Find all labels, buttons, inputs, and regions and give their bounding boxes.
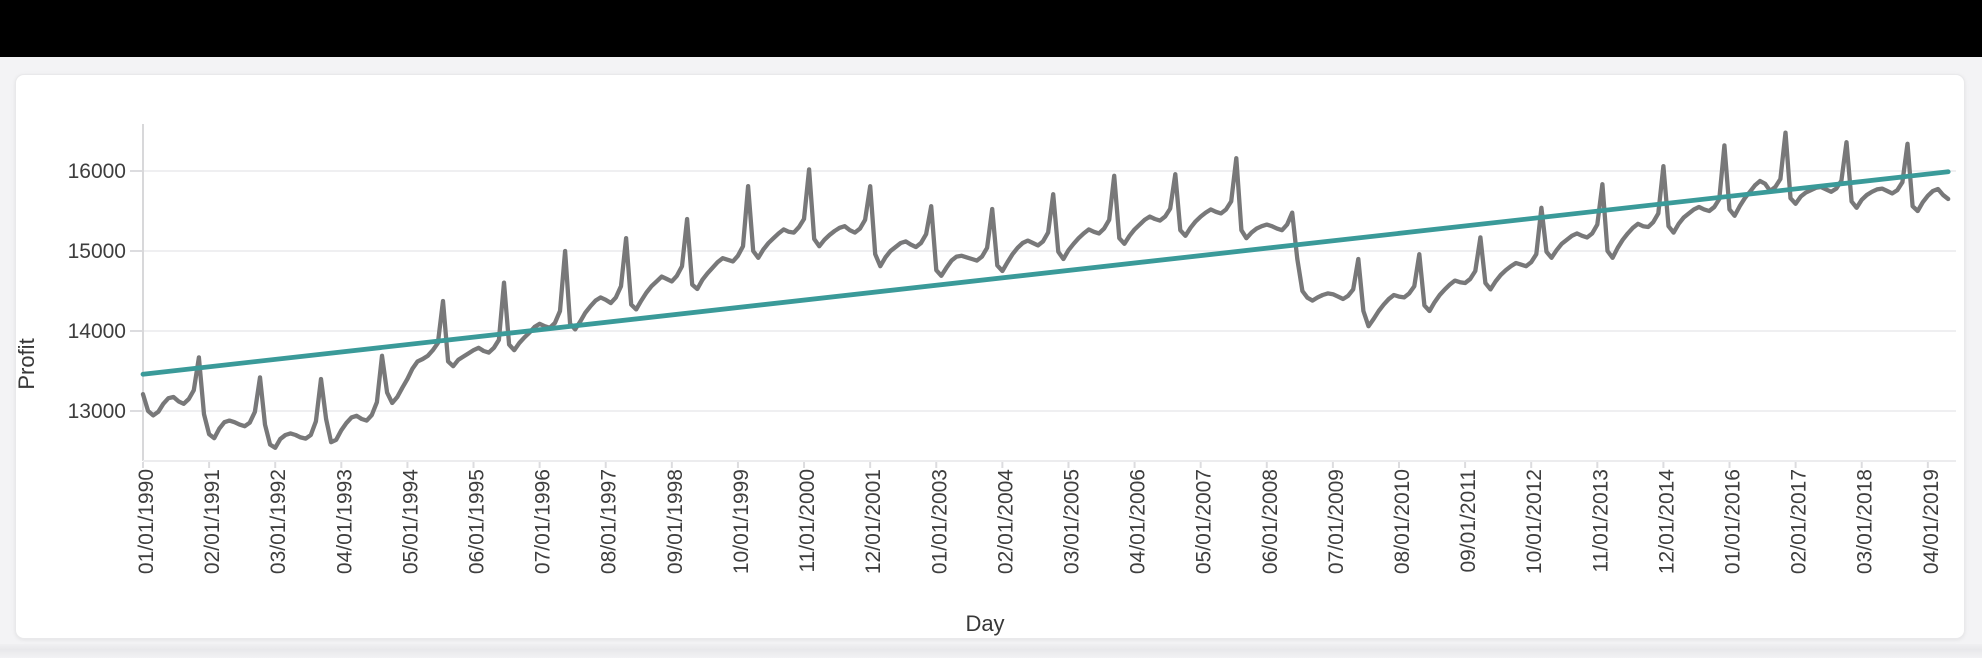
x-tick-label: 11/01/2000 [796,469,819,573]
profit-line [140,130,1951,450]
y-tick-label: 16000 [68,160,126,183]
x-tick-label: 10/01/1999 [730,469,753,574]
y-tick-label: 14000 [68,320,126,343]
x-tick-label: 04/01/2006 [1127,469,1150,574]
x-tick-label: 11/01/2013 [1589,469,1612,573]
x-tick-labels-group: 01/01/1990 02/01/1991 03/01/1992 04/01/1993… [135,462,1943,574]
x-tick-label: 08/01/2010 [1391,469,1414,574]
x-tick-label: 09/01/2011 [1457,469,1480,573]
x-tick-label: 07/01/1996 [532,469,555,574]
top-black-bar [0,0,1982,57]
x-tick-label: 03/01/2005 [1060,469,1083,574]
x-tick-label: 02/01/1991 [201,469,224,574]
x-tick-label: 07/01/2009 [1325,469,1348,574]
x-tick-label: 12/01/2001 [862,469,885,574]
x-tick-label: 02/01/2017 [1788,469,1811,574]
trend-line [140,169,1951,377]
x-tick-label: 05/01/2007 [1193,469,1216,574]
x-tick-label: 05/01/1994 [399,469,422,574]
x-tick-label: 03/01/2018 [1854,469,1877,574]
x-tick-label: 01/01/2016 [1722,469,1745,574]
x-tick-label: 01/01/1990 [135,469,158,574]
x-tick-label: 02/01/2004 [994,469,1017,574]
series-group [140,130,1951,450]
x-tick-label: 09/01/1998 [664,469,687,574]
x-tick-label: 04/01/2019 [1920,469,1943,574]
x-tick-label: 06/01/1995 [466,469,489,574]
y-axis-title: Profit [16,338,39,389]
x-tick-label: 06/01/2008 [1259,469,1282,574]
y-tick-label: 13000 [68,400,126,423]
x-axis-title: Day [965,611,1004,636]
chart-card: 16000 15000 14000 13000 01/01/1990 02/01/199… [15,74,1965,639]
x-tick-label: 04/01/1993 [333,469,356,574]
x-tick-label: 01/01/2003 [928,469,951,574]
bottom-page-strip [0,644,1982,658]
y-tick-labels-group: 16000 15000 14000 13000 [68,160,142,423]
profit-chart: 16000 15000 14000 13000 01/01/1990 02/01/199… [16,124,1956,636]
x-tick-label: 12/01/2014 [1655,469,1678,574]
y-tick-label: 15000 [68,240,126,263]
x-tick-label: 10/01/2012 [1523,469,1546,574]
x-tick-label: 08/01/1997 [598,469,621,574]
x-tick-label: 03/01/1992 [267,469,290,574]
